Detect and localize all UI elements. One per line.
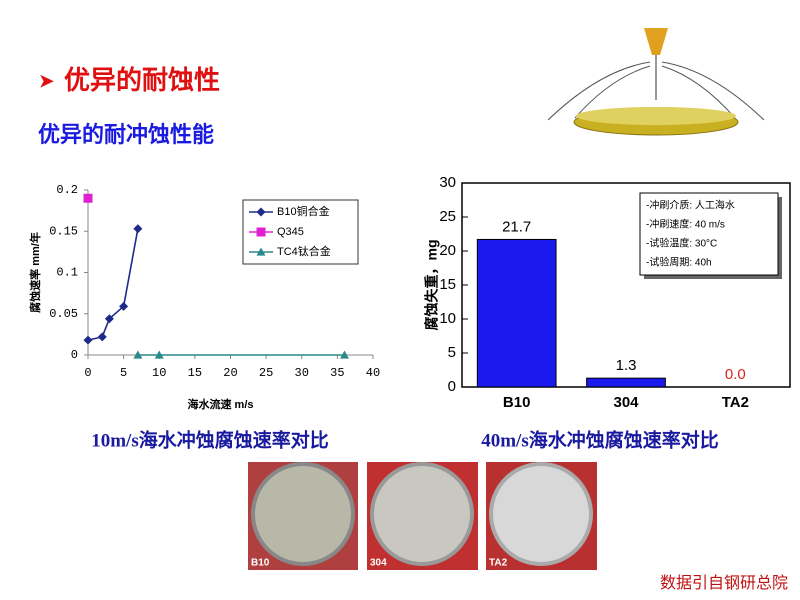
x-tick-label: B10 <box>503 394 531 411</box>
x-tick-label: 10 <box>152 366 166 380</box>
photo-label: TA2 <box>489 558 508 569</box>
marker <box>340 350 349 359</box>
marker <box>83 193 93 203</box>
marker <box>256 227 266 237</box>
x-axis-label: 海水流速 m/s <box>187 397 253 411</box>
legend-label: B10铜合金 <box>277 204 330 218</box>
annotation: -试验周期: 40h <box>646 256 712 269</box>
marker <box>83 335 93 345</box>
marker <box>97 332 107 342</box>
annotation: -冲刷速度: 40 m/s <box>646 218 725 231</box>
subheading: 优异的耐冲蚀性能 <box>38 122 214 147</box>
x-tick-label: 30 <box>295 366 309 380</box>
caption: 10m/s海水冲蚀腐蚀速率对比 <box>91 428 329 451</box>
annotation: -试验温度: 30°C <box>646 237 717 250</box>
marker <box>256 207 266 217</box>
x-tick-label: TA2 <box>722 394 749 411</box>
value-label: 21.7 <box>502 218 531 235</box>
y-tick-label: 25 <box>439 208 456 225</box>
marker <box>104 314 114 324</box>
photo-label: 304 <box>370 558 387 569</box>
value-label: 1.3 <box>616 357 637 374</box>
x-tick-label: 5 <box>120 366 127 380</box>
y-tick-label: 0 <box>448 378 456 395</box>
x-tick-label: 40 <box>366 366 380 380</box>
y-tick-label: 0.15 <box>49 224 78 238</box>
caption: 40m/s海水冲蚀腐蚀速率对比 <box>481 428 719 451</box>
value-label: 0.0 <box>725 366 746 383</box>
x-tick-label: 35 <box>330 366 344 380</box>
heading: 优异的耐蚀性 <box>64 65 220 95</box>
bar <box>586 377 666 388</box>
y-tick-label: 15 <box>439 276 456 293</box>
photos <box>248 462 597 570</box>
legend-label: Q345 <box>277 226 304 238</box>
legend-label: TC4钛合金 <box>277 244 331 258</box>
marker <box>154 350 164 359</box>
x-tick-label: 304 <box>613 394 639 411</box>
x-tick-label: 20 <box>223 366 237 380</box>
photo-label: B10 <box>251 558 270 569</box>
y-tick-label: 0.1 <box>56 266 78 280</box>
y-axis-label: 腐蚀速率 mm/年 <box>28 232 42 313</box>
arrow: ➤ <box>38 70 55 92</box>
y-tick-label: 10 <box>439 310 456 327</box>
x-tick-label: 15 <box>188 366 202 380</box>
nozzle-illustration <box>547 28 765 136</box>
bar <box>476 238 557 388</box>
source: 数据引自钢研总院 <box>660 574 788 592</box>
y-tick-label: 0 <box>71 348 78 362</box>
y-tick-label: 5 <box>448 344 456 361</box>
marker <box>133 350 143 359</box>
marker <box>119 301 129 311</box>
x-tick-label: 25 <box>259 366 273 380</box>
y-tick-label: 0.2 <box>56 183 78 197</box>
marker <box>133 224 143 234</box>
annotation: -冲刷介质: 人工海水 <box>646 199 735 212</box>
y-tick-label: 0.05 <box>49 307 78 321</box>
y-tick-label: 20 <box>439 242 456 259</box>
x-tick-label: 0 <box>84 366 91 380</box>
series-line <box>87 228 139 341</box>
annotation-box <box>639 192 779 276</box>
y-axis-label: 腐蚀失重，mg <box>424 240 440 331</box>
y-tick-label: 30 <box>439 174 456 191</box>
marker <box>256 247 266 256</box>
